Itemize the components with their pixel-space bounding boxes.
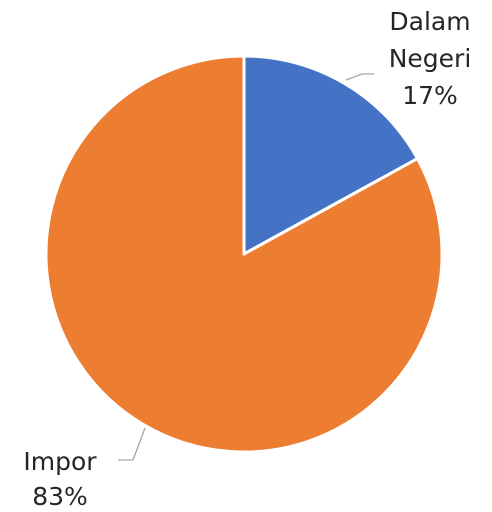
pie-slices	[44, 54, 444, 454]
label-impor: Impor	[23, 447, 97, 476]
leader-line-impor	[118, 427, 146, 461]
pie-slice-dalam-negeri	[242, 54, 420, 256]
label-dalam-negeri-line-2: Negeri	[389, 44, 472, 73]
pie-slice-impor	[44, 54, 444, 454]
label-dalam-negeri-percent: 17%	[402, 81, 458, 110]
label-dalam-negeri-line-1: Dalam	[389, 7, 470, 36]
leader-line-dalam-negeri	[345, 73, 374, 81]
label-impor-percent: 83%	[32, 482, 88, 511]
